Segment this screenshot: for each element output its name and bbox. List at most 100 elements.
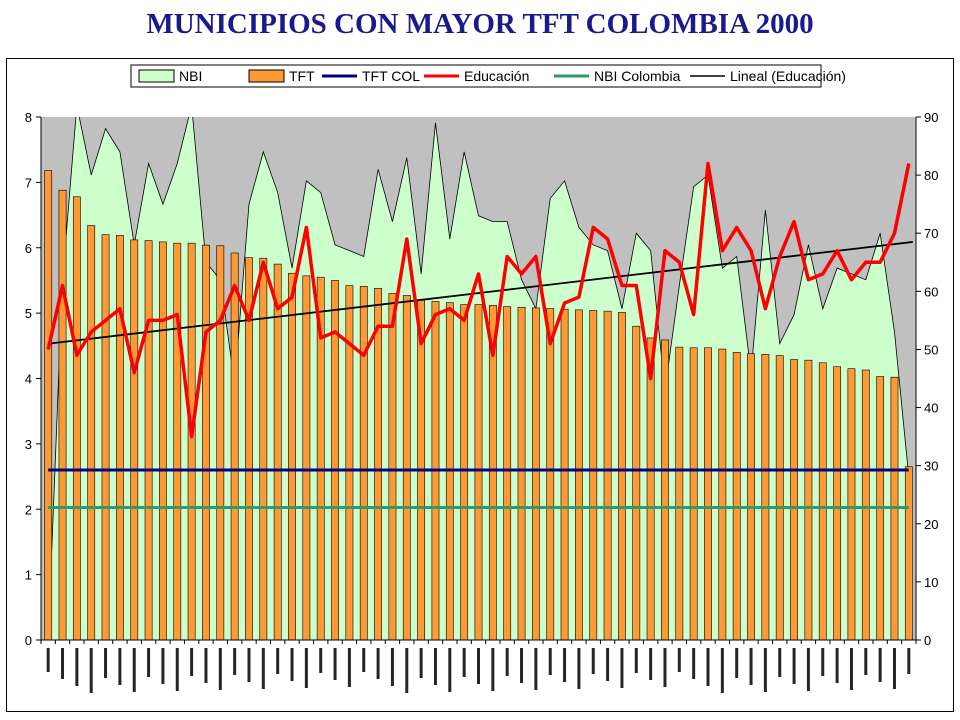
category-label-mark [419, 648, 423, 678]
category-label-mark [763, 648, 767, 692]
category-label-mark [907, 648, 911, 674]
legend-swatch [138, 69, 175, 83]
tft-bar [159, 241, 167, 641]
tft-bar [861, 369, 870, 641]
category-label-mark [304, 648, 308, 688]
y-left-tick-label: 7 [25, 175, 32, 190]
category-label-mark [61, 648, 65, 679]
category-label-mark [433, 648, 437, 685]
legend-label: TFT COL [362, 68, 420, 84]
tft-bar [144, 240, 153, 641]
legend-label: Educación [464, 68, 529, 84]
tft-bar [632, 325, 641, 641]
category-label-mark [806, 648, 810, 691]
category-label-mark [548, 648, 552, 675]
tft-bar [704, 347, 712, 641]
legend-label: NBI Colombia [594, 68, 681, 84]
y-left-tick-label: 1 [25, 568, 32, 583]
tft-bar [202, 244, 210, 641]
y-right-tick-label: 80 [924, 168, 938, 183]
tft-bar [517, 306, 526, 641]
legend-box [130, 64, 822, 88]
category-label-mark [290, 648, 294, 681]
tft-bar [302, 275, 311, 641]
y-right-tick-label: 50 [924, 342, 938, 357]
y-left-tick-label: 3 [25, 437, 32, 452]
category-label-mark [390, 648, 394, 686]
category-label-mark [362, 648, 366, 672]
category-label-mark [161, 648, 165, 684]
category-label-mark [520, 648, 524, 683]
tft-bar [259, 257, 268, 641]
category-label-mark [792, 648, 796, 684]
category-label-mark [849, 648, 853, 690]
category-label-mark [147, 648, 151, 677]
category-label-mark [233, 648, 237, 675]
y-right-tick-label: 0 [924, 633, 931, 648]
tft-bar [388, 293, 397, 641]
tft-bar [546, 308, 555, 641]
category-label-mark [376, 648, 380, 679]
y-right-tick-label: 60 [924, 284, 938, 299]
tft-bar [345, 285, 354, 641]
y-right-tick-label: 20 [924, 517, 938, 532]
tft-bar [402, 295, 411, 641]
tft-bar [833, 366, 841, 641]
y-right-tick-label: 90 [924, 110, 938, 125]
tft-bar [718, 348, 727, 641]
tft-bar [460, 304, 469, 641]
category-label-mark [735, 648, 739, 678]
y-left-tick-label: 4 [25, 372, 32, 387]
category-label-mark [649, 648, 653, 680]
category-label-mark [634, 648, 638, 673]
y-left-tick-label: 8 [25, 110, 32, 125]
tft-bar [187, 242, 196, 641]
y-left-tick-label: 0 [25, 633, 32, 648]
category-label-mark [606, 648, 610, 681]
legend-label: Lineal (Educación) [730, 68, 846, 84]
tft-bar [904, 466, 913, 641]
category-labels-layer [46, 648, 911, 693]
y-right-tick-label: 10 [924, 575, 938, 590]
category-label-mark [247, 648, 251, 682]
category-label-mark [448, 648, 452, 692]
tft-bar [216, 245, 225, 641]
category-label-mark [218, 648, 222, 690]
category-label-mark [75, 648, 79, 686]
category-label-mark [706, 648, 710, 686]
category-label-mark [591, 648, 595, 674]
chart-frame: NBI TFT TFT COL Educación NBI Colombia Lineal… [6, 58, 954, 712]
category-label-mark [563, 648, 567, 682]
tft-bar [804, 359, 813, 641]
legend: NBI TFT TFT COL Educación NBI Colombia Lineal… [130, 64, 846, 88]
category-label-mark [132, 648, 136, 692]
tft-bar [474, 304, 483, 641]
y-left-tick-label: 5 [25, 306, 32, 321]
category-label-mark [821, 648, 825, 676]
category-label-mark [333, 648, 337, 680]
tft-bar [58, 189, 67, 641]
category-label-mark [477, 648, 480, 684]
y-right-tick-label: 30 [924, 459, 938, 474]
tft-bar [560, 308, 569, 641]
category-label-mark [118, 648, 122, 685]
category-label-mark [778, 648, 782, 677]
category-label-mark [89, 648, 93, 693]
category-label-mark [190, 648, 194, 676]
category-label-mark [175, 648, 179, 691]
category-label-mark [620, 648, 624, 688]
tft-bar [790, 359, 798, 641]
category-label-mark [878, 648, 882, 682]
category-label-mark [749, 648, 753, 685]
category-label-mark [505, 648, 509, 676]
tft-bar [87, 225, 96, 641]
tft-bar [101, 234, 110, 641]
category-label-mark [405, 648, 409, 693]
category-label-mark [46, 648, 50, 672]
legend-swatch [248, 69, 285, 83]
lines-layer [46, 161, 913, 510]
category-label-mark [677, 648, 681, 672]
legend-label: NBI [179, 68, 202, 84]
legend-label: TFT [289, 68, 315, 84]
category-label-mark [577, 648, 581, 689]
